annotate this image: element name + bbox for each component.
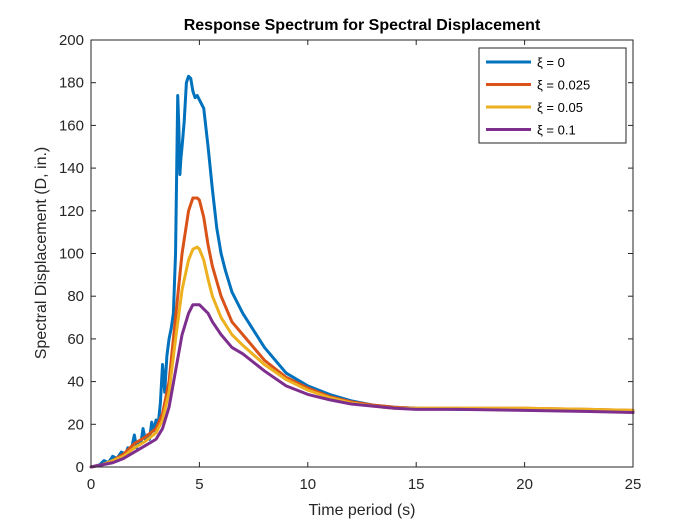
plot-area: 0 5 10 15 20 25 0 20 40 60 80 100 120 140 160 180 200 <box>59 32 641 493</box>
y-tick-label-7: 140 <box>59 160 84 177</box>
legend-label-2: ξ = 0.05 <box>537 100 583 115</box>
series-line-0 <box>89 74 635 469</box>
x-tick-label-0: 0 <box>87 476 95 493</box>
chart-title: Response Spectrum for Spectral Displacem… <box>184 17 541 34</box>
legend: ξ = 0 ξ = 0.025 ξ = 0.05 ξ = 0.1 <box>478 47 627 144</box>
x-tick-label-4: 20 <box>516 476 533 493</box>
y-tick-label-10: 200 <box>59 32 84 49</box>
x-tick-label-3: 15 <box>408 476 425 493</box>
x-tick-label-2: 10 <box>299 476 316 493</box>
legend-box <box>478 47 627 144</box>
y-tick-label-9: 180 <box>59 75 84 92</box>
legend-label-0: ξ = 0 <box>537 55 565 70</box>
y-tick-label-6: 120 <box>59 203 84 220</box>
y-tick-label-3: 60 <box>67 331 84 348</box>
x-tick-label-5: 25 <box>625 476 642 493</box>
x-axis-label: Time period (s) <box>309 502 416 519</box>
y-tick-label-8: 160 <box>59 117 84 134</box>
y-tick-label-0: 0 <box>76 459 84 476</box>
legend-label-3: ξ = 0.1 <box>537 123 576 138</box>
y-tick-label-4: 80 <box>67 288 84 305</box>
y-tick-label-2: 40 <box>67 374 84 391</box>
legend-label-1: ξ = 0.025 <box>537 78 590 93</box>
series-line-3 <box>89 303 635 469</box>
x-tick-label-1: 5 <box>195 476 203 493</box>
y-tick-label-5: 100 <box>59 246 84 263</box>
y-tick-label-1: 20 <box>67 416 84 433</box>
y-axis-label: Spectral Displacement (D, in.) <box>33 147 50 360</box>
